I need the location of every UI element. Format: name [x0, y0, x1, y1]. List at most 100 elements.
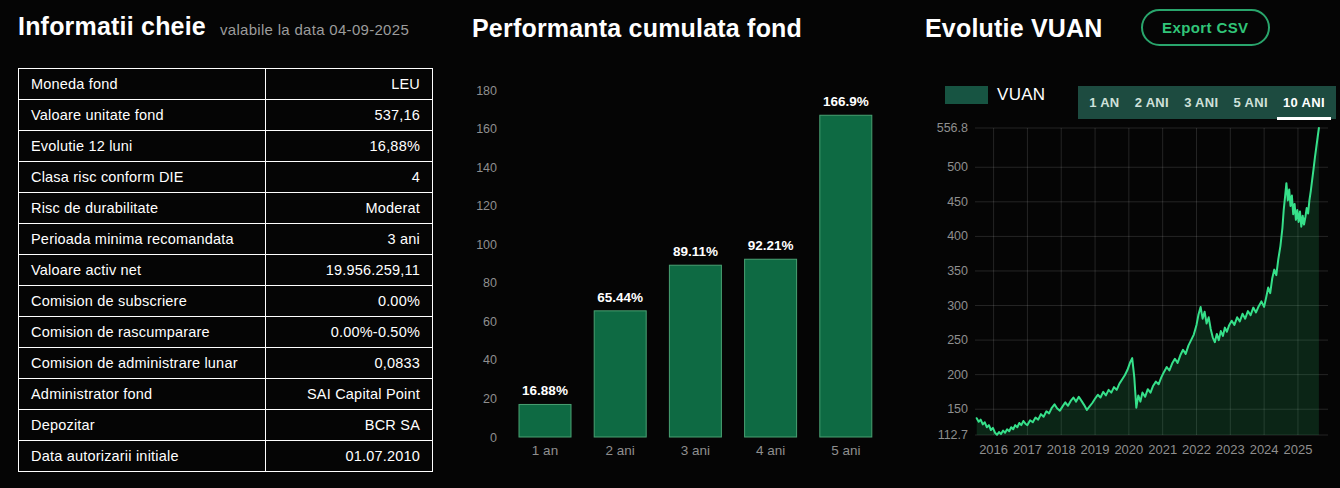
row-value: 3 ani	[266, 224, 433, 255]
line-x-tick: 2023	[1216, 442, 1245, 457]
line-x-tick: 2025	[1283, 442, 1312, 457]
page-title: Informatii cheie	[18, 12, 206, 41]
tab-5-ani[interactable]: 5 ANI	[1230, 86, 1272, 119]
line-x-tick: 2019	[1081, 442, 1110, 457]
line-y-tick: 300	[947, 299, 968, 313]
row-label: Moneda fond	[19, 69, 266, 100]
key-info-table: Moneda fondLEUValoare unitate fond537,16…	[18, 68, 433, 472]
table-row: Comision de rascumparare0.00%-0.50%	[19, 317, 433, 348]
tab-1-an[interactable]: 1 AN	[1085, 86, 1123, 119]
row-value: 0.00%-0.50%	[266, 317, 433, 348]
table-row: Risc de durabilitateModerat	[19, 193, 433, 224]
row-label: Data autorizarii initiale	[19, 441, 266, 472]
bar-y-tick: 0	[490, 431, 497, 445]
tab-2-ani[interactable]: 2 ANI	[1131, 86, 1173, 119]
line-chart-title: Evolutie VUAN	[925, 14, 1103, 43]
table-row: Evolutie 12 luni16,88%	[19, 131, 433, 162]
line-x-tick: 2021	[1148, 442, 1177, 457]
vuan-evolution-line-chart: 112.7150200250300350400450500556.8201620…	[920, 118, 1340, 480]
bar-y-tick: 100	[476, 238, 497, 252]
tab-3-ani[interactable]: 3 ANI	[1180, 86, 1222, 119]
line-y-tick: 400	[947, 229, 968, 243]
line-x-tick: 2018	[1047, 442, 1076, 457]
bar-value-label: 16.88%	[522, 383, 568, 398]
row-value: LEU	[266, 69, 433, 100]
table-row: DepozitarBCR SA	[19, 410, 433, 441]
row-label: Comision de rascumparare	[19, 317, 266, 348]
line-y-tick: 450	[947, 195, 968, 209]
bar-y-tick: 20	[483, 392, 497, 406]
line-x-tick: 2016	[979, 442, 1008, 457]
table-row: Comision de administrare lunar0,0833	[19, 348, 433, 379]
row-value: 4	[266, 162, 433, 193]
table-row: Valoare unitate fond537,16	[19, 100, 433, 131]
row-value: 16,88%	[266, 131, 433, 162]
bar-y-tick: 80	[483, 276, 497, 290]
bar-y-tick: 40	[483, 353, 497, 367]
table-row: Data autorizarii initiale01.07.2010	[19, 441, 433, 472]
line-x-tick: 2024	[1250, 442, 1279, 457]
table-row: Administrator fondSAI Capital Point	[19, 379, 433, 410]
bar-y-tick: 120	[476, 199, 497, 213]
valid-date-subtitle: valabile la data 04-09-2025	[220, 21, 409, 38]
bar-5-ani[interactable]	[820, 115, 872, 437]
line-y-tick: 112.7	[938, 428, 968, 442]
bar-y-tick: 60	[483, 315, 497, 329]
row-value: Moderat	[266, 193, 433, 224]
row-value: SAI Capital Point	[266, 379, 433, 410]
row-value: BCR SA	[266, 410, 433, 441]
row-label: Risc de durabilitate	[19, 193, 266, 224]
legend-swatch-icon	[945, 86, 988, 104]
row-label: Perioada minima recomandata	[19, 224, 266, 255]
cumulative-performance-bar-chart: 0 20 40 60 80 100 120 140 160 180 16.88% 1 an 65.44%…	[470, 78, 890, 478]
bar-1-an[interactable]	[519, 404, 571, 437]
key-info-table-body: Moneda fondLEUValoare unitate fond537,16…	[19, 69, 433, 472]
row-label: Administrator fond	[19, 379, 266, 410]
bar-x-tick: 3 ani	[681, 443, 710, 458]
line-y-tick: 500	[947, 160, 968, 174]
bar-y-tick: 160	[476, 122, 497, 136]
bar-chart-title: Performanta cumulata fond	[472, 14, 802, 43]
table-row: Clasa risc conform DIE4	[19, 162, 433, 193]
line-y-tick: 200	[947, 368, 968, 382]
table-row: Perioada minima recomandata3 ani	[19, 224, 433, 255]
bar-y-tick: 180	[476, 84, 497, 98]
export-csv-button[interactable]: Export CSV	[1141, 9, 1270, 46]
row-value: 537,16	[266, 100, 433, 131]
line-y-tick: 250	[947, 333, 968, 347]
row-label: Comision de subscriere	[19, 286, 266, 317]
line-x-tick: 2017	[1013, 442, 1042, 457]
row-label: Comision de administrare lunar	[19, 348, 266, 379]
bar-x-tick: 5 ani	[831, 443, 860, 458]
row-label: Clasa risc conform DIE	[19, 162, 266, 193]
line-x-tick: 2022	[1182, 442, 1211, 457]
tab-10-ani[interactable]: 10 ANI	[1279, 86, 1329, 119]
table-row: Moneda fondLEU	[19, 69, 433, 100]
vuan-legend: VUAN	[945, 85, 1045, 105]
bar-x-tick: 2 ani	[606, 443, 635, 458]
legend-label: VUAN	[997, 85, 1045, 105]
line-x-tick: 2020	[1114, 442, 1143, 457]
bar-value-label: 65.44%	[597, 290, 643, 305]
bar-4-ani[interactable]	[745, 259, 797, 437]
row-label: Valoare unitate fond	[19, 100, 266, 131]
bar-2-ani[interactable]	[594, 311, 646, 437]
row-label: Valoare activ net	[19, 255, 266, 286]
line-y-tick: 150	[947, 402, 968, 416]
row-value: 0.00%	[266, 286, 433, 317]
line-y-tick: 556.8	[937, 121, 968, 135]
bar-x-tick: 4 ani	[756, 443, 785, 458]
row-value: 01.07.2010	[266, 441, 433, 472]
row-label: Depozitar	[19, 410, 266, 441]
bar-value-label: 166.9%	[823, 94, 869, 109]
range-tabs: 1 AN2 ANI3 ANI5 ANI10 ANI	[1078, 86, 1336, 119]
row-value: 19.956.259,11	[266, 255, 433, 286]
bar-3-ani[interactable]	[669, 265, 721, 437]
bar-x-tick: 1 an	[532, 443, 558, 458]
row-value: 0,0833	[266, 348, 433, 379]
bar-y-tick: 140	[476, 161, 497, 175]
row-label: Evolutie 12 luni	[19, 131, 266, 162]
table-row: Valoare activ net19.956.259,11	[19, 255, 433, 286]
key-info-header: Informatii cheie valabile la data 04-09-…	[18, 12, 409, 41]
bar-value-label: 89.11%	[673, 244, 718, 259]
